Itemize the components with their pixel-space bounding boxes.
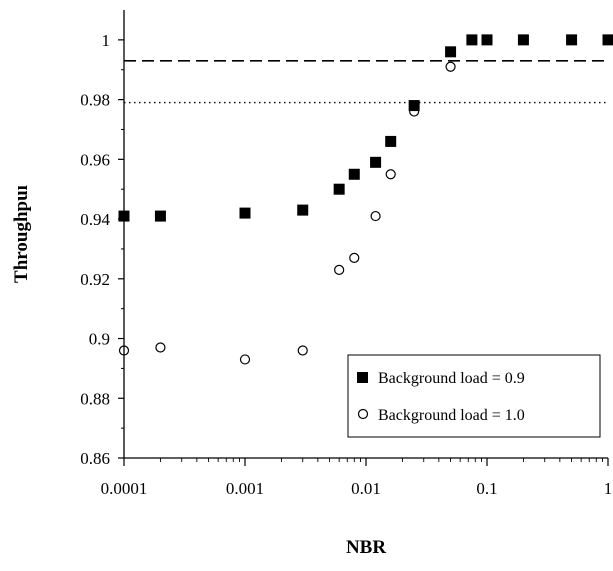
data-point-series-2 xyxy=(370,210,381,222)
data-point-series-2 xyxy=(239,354,251,365)
x-ticks: 0.0001 0.001 0.01 0.1 1 xyxy=(101,458,613,498)
data-points xyxy=(118,34,613,365)
y-tick-label: 0.98 xyxy=(80,91,110,110)
data-point-series-1 xyxy=(602,34,613,46)
data-point-series-2 xyxy=(409,106,420,117)
y-tick-label: 0.9 xyxy=(89,330,110,349)
data-point-series-1 xyxy=(370,156,382,168)
x-tick-label: 0.01 xyxy=(351,479,381,498)
x-tick-label: 1 xyxy=(604,479,613,498)
y-axis-title: Throughpuı xyxy=(11,185,32,283)
data-point-series-1 xyxy=(408,100,420,112)
x-tick-label: 0.001 xyxy=(226,479,264,498)
legend: Background load = 0.9 Background load = … xyxy=(347,354,601,438)
y-tick-label: 0.96 xyxy=(80,150,110,169)
legend-box xyxy=(347,354,601,438)
data-point-series-1 xyxy=(385,135,397,147)
y-tick-label: 0.88 xyxy=(80,389,110,408)
y-tick-label: 0.86 xyxy=(80,449,110,468)
legend-label-series-2: Background load = 1.0 xyxy=(378,407,525,424)
y-tick-label: 0.92 xyxy=(80,270,110,289)
data-point-series-2 xyxy=(518,34,529,45)
data-point-series-1 xyxy=(154,210,166,222)
data-point-series-2 xyxy=(481,34,493,45)
data-point-series-2 xyxy=(445,61,456,72)
y-tick-label: 1 xyxy=(102,31,111,50)
data-point-series-1 xyxy=(297,204,309,216)
data-point-series-2 xyxy=(566,34,577,45)
y-tick-label: 0.94 xyxy=(80,210,110,229)
legend-label-series-1: Background load = 0.9 xyxy=(378,370,525,387)
x-axis-title: NBR xyxy=(346,537,386,558)
data-point-series-1 xyxy=(348,168,360,180)
data-point-series-1 xyxy=(333,183,345,195)
data-point-series-1 xyxy=(118,210,130,222)
data-point-series-1 xyxy=(481,34,493,46)
reference-lines xyxy=(124,59,608,104)
data-point-series-2 xyxy=(118,345,130,356)
x-tick-label: 0.0001 xyxy=(101,479,148,498)
data-point-series-2 xyxy=(349,252,360,263)
y-ticks: 0.86 0.88 0.9 0.92 0.94 0.96 0.98 1 xyxy=(80,31,124,468)
data-point-series-2 xyxy=(155,342,166,353)
data-point-series-1 xyxy=(239,207,251,219)
data-point-series-1 xyxy=(445,46,457,58)
data-point-series-2 xyxy=(466,34,477,45)
legend-marker-series-1 xyxy=(357,372,368,383)
data-point-series-2 xyxy=(334,264,345,275)
data-point-series-1 xyxy=(466,34,478,46)
x-tick-label: 0.1 xyxy=(476,479,497,498)
data-point-series-1 xyxy=(517,34,529,46)
data-point-series-2 xyxy=(385,169,396,180)
data-point-series-1 xyxy=(566,34,578,46)
data-point-series-2 xyxy=(297,345,308,356)
legend-marker-series-2 xyxy=(357,408,369,420)
